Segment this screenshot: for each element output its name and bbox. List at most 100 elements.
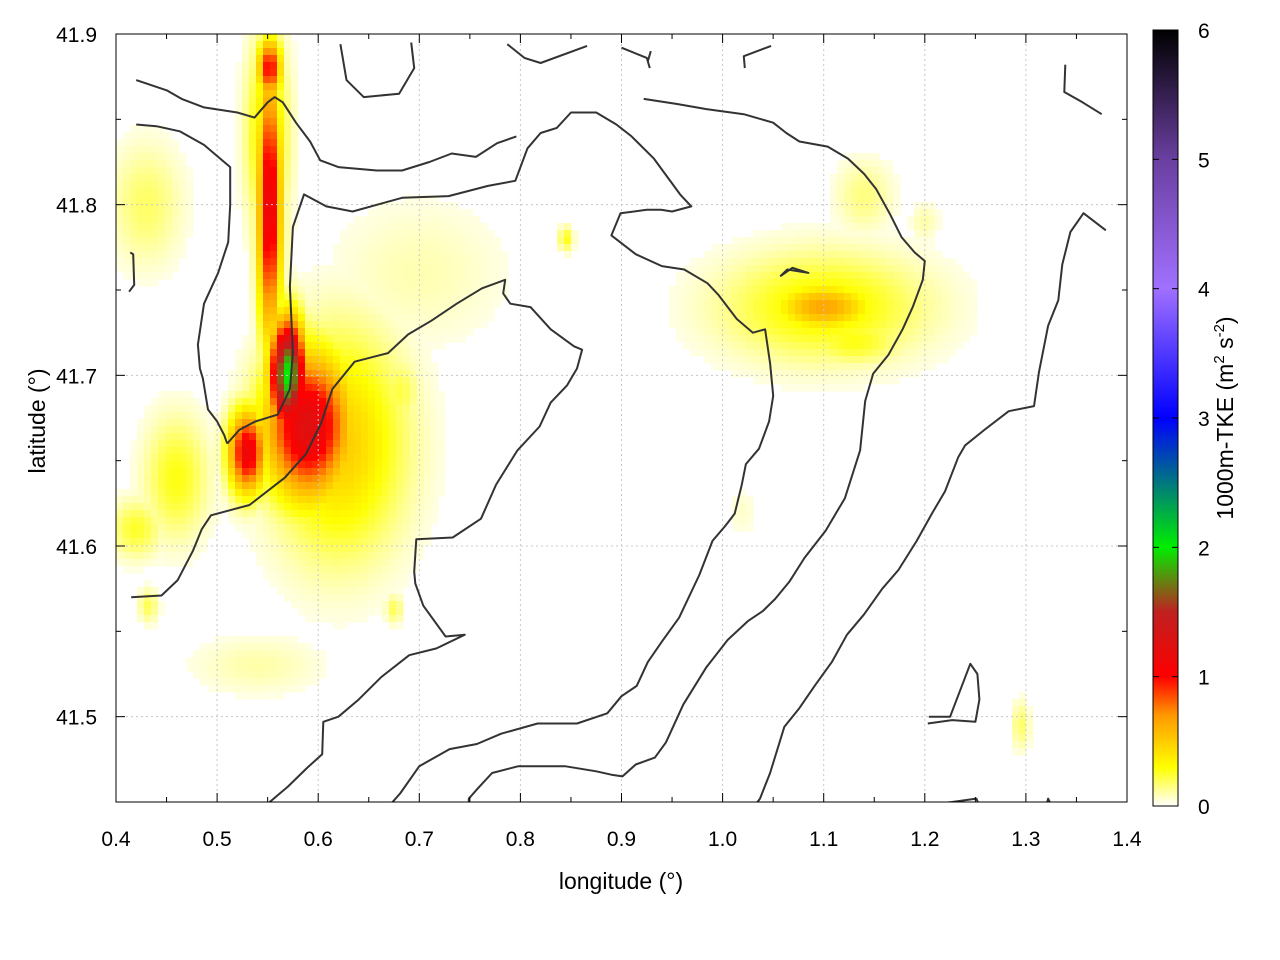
tke-cell: [277, 692, 285, 700]
tke-cell: [123, 510, 131, 518]
tke-cell: [165, 440, 173, 448]
tke-cell: [347, 475, 355, 483]
tke-cell: [809, 384, 817, 392]
tke-cell: [711, 342, 719, 350]
tke-cell: [326, 461, 334, 469]
tke-cell: [718, 335, 726, 343]
tke-cell: [158, 601, 166, 609]
tke-cell: [844, 286, 852, 294]
tke-cell: [935, 349, 943, 357]
tke-cell: [347, 496, 355, 504]
tke-cell: [928, 328, 936, 336]
tke-cell: [221, 636, 229, 644]
tke-cell: [333, 587, 341, 595]
tke-cell: [480, 314, 488, 322]
tke-cell: [361, 335, 369, 343]
tke-cell: [865, 209, 873, 217]
tke-cell: [389, 615, 397, 623]
tke-cell: [802, 377, 810, 385]
tke-cell: [830, 300, 838, 308]
tke-cell: [424, 209, 432, 217]
tke-cell: [452, 244, 460, 252]
tke-cell: [270, 524, 278, 532]
tke-cell: [683, 272, 691, 280]
tke-cell: [389, 237, 397, 245]
tke-cell: [872, 160, 880, 168]
tke-cell: [410, 300, 418, 308]
tke-cell: [144, 132, 152, 140]
tke-cell: [382, 230, 390, 238]
tke-cell: [403, 510, 411, 518]
tke-cell: [172, 489, 180, 497]
tke-cell: [809, 251, 817, 259]
tke-cell: [704, 328, 712, 336]
tke-cell: [158, 433, 166, 441]
tke-cell: [298, 503, 306, 511]
tke-cell: [893, 293, 901, 301]
tke-cell: [263, 503, 271, 511]
tke-cell: [158, 125, 166, 133]
tke-cell: [172, 503, 180, 511]
tke-cell: [816, 370, 824, 378]
tke-cell: [816, 258, 824, 266]
tke-cell: [753, 293, 761, 301]
tke-cell: [410, 524, 418, 532]
tke-cell: [221, 664, 229, 672]
tke-cell: [830, 293, 838, 301]
tke-cell: [144, 531, 152, 539]
tke-cell: [746, 314, 754, 322]
tke-cell: [942, 265, 950, 273]
tke-cell: [193, 510, 201, 518]
tke-cell: [277, 419, 285, 427]
tke-cell: [396, 524, 404, 532]
tke-cell: [970, 307, 978, 315]
tke-cell: [361, 601, 369, 609]
tke-cell: [284, 265, 292, 273]
tke-cell: [795, 293, 803, 301]
tke-cell: [711, 293, 719, 301]
tke-cell: [305, 671, 313, 679]
tke-cell: [284, 566, 292, 574]
tke-cell: [368, 496, 376, 504]
tke-cell: [417, 307, 425, 315]
tke-cell: [256, 342, 264, 350]
tke-cell: [795, 272, 803, 280]
tke-cell: [312, 517, 320, 525]
tke-cell: [809, 342, 817, 350]
tke-cell: [284, 153, 292, 161]
tke-cell: [200, 482, 208, 490]
tke-cell: [480, 286, 488, 294]
tke-cell: [158, 440, 166, 448]
tke-cell: [382, 272, 390, 280]
tke-cell: [284, 328, 292, 336]
tke-cell: [865, 370, 873, 378]
tke-cell: [725, 265, 733, 273]
tke-cell: [417, 328, 425, 336]
tke-cell: [725, 307, 733, 315]
tke-cell: [368, 286, 376, 294]
tke-cell: [956, 279, 964, 287]
tke-cell: [781, 377, 789, 385]
tke-cell: [305, 664, 313, 672]
tke-cell: [144, 258, 152, 266]
tke-cell: [354, 440, 362, 448]
tke-cell: [809, 349, 817, 357]
tke-cell: [249, 48, 257, 56]
tke-cell: [452, 216, 460, 224]
tke-cell: [326, 440, 334, 448]
tke-cell: [494, 244, 502, 252]
contour-line: [136, 123, 232, 444]
tke-cell: [732, 349, 740, 357]
tke-cell: [459, 314, 467, 322]
tke-cell: [851, 223, 859, 231]
tke-cell: [123, 258, 131, 266]
tke-cell: [354, 594, 362, 602]
tke-cell: [158, 244, 166, 252]
tke-cell: [921, 244, 929, 252]
tke-cell: [340, 244, 348, 252]
tke-cell: [844, 384, 852, 392]
tke-cell: [368, 293, 376, 301]
tke-cell: [354, 545, 362, 553]
tke-cell: [886, 160, 894, 168]
tke-cell: [340, 482, 348, 490]
